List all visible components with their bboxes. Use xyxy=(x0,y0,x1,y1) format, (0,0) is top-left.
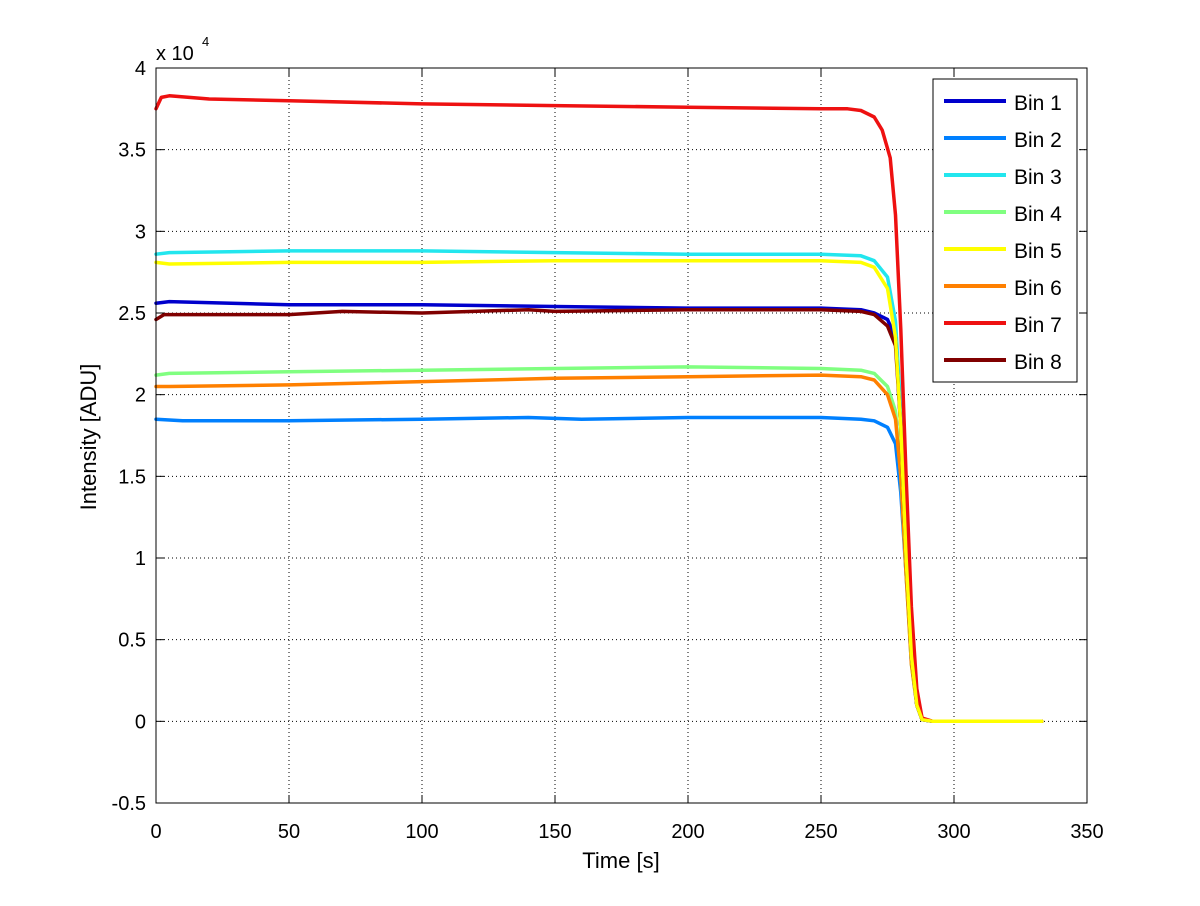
tick-labels: 0 50 100 150 200 250 300 350-0.500.511.522.533.… xyxy=(112,58,1104,843)
plot-area xyxy=(156,68,1087,803)
y-tick-label: 3 xyxy=(135,221,146,243)
legend-label-bin-6: Bin 6 xyxy=(1014,277,1062,300)
legend-box xyxy=(932,78,1078,383)
y-tick-label: 0.5 xyxy=(118,630,146,652)
x-tick-label: 200 xyxy=(671,821,704,843)
legend-label-bin-4: Bin 4 xyxy=(1014,203,1062,226)
x-tick-label: 150 xyxy=(538,821,571,843)
y-tick-label: -0.5 xyxy=(112,793,146,815)
legend: Bin 1 Bin 2 Bin 3 Bin 4 Bin 5 Bin 6 Bin 7 Bin 8 xyxy=(932,78,1078,383)
y-tick-label: 1 xyxy=(135,548,146,570)
series-line-bin-7 xyxy=(154,94,1044,724)
x-tick-label: 300 xyxy=(937,821,970,843)
legend-label-bin-8: Bin 8 xyxy=(1014,351,1062,374)
axes-box xyxy=(155,67,1088,804)
y-exponent: 4 xyxy=(202,34,209,49)
y-tick-label: 1.5 xyxy=(118,466,146,488)
x-tick-label: 350 xyxy=(1070,821,1103,843)
legend-label-bin-5: Bin 5 xyxy=(1014,240,1062,263)
legend-label-bin-2: Bin 2 xyxy=(1014,129,1062,152)
legend-label-bin-3: Bin 3 xyxy=(1014,166,1062,189)
y-tick-label: 2 xyxy=(135,385,146,407)
series-line-bin-5 xyxy=(154,258,1044,724)
legend-label-bin-1: Bin 1 xyxy=(1014,92,1062,115)
ticks xyxy=(155,67,1088,804)
x-tick-label: 100 xyxy=(405,821,438,843)
y-exponent-label: x 10 xyxy=(156,43,194,65)
y-tick-label: 0 xyxy=(135,711,146,733)
grid xyxy=(156,68,1087,803)
x-axis-label: Time [s] xyxy=(582,848,659,873)
legend-label-bin-7: Bin 7 xyxy=(1014,314,1062,337)
y-tick-label: 2.5 xyxy=(118,303,146,325)
y-tick-label: 3.5 xyxy=(118,140,146,162)
x-tick-label: 0 xyxy=(150,821,161,843)
x-tick-label: 250 xyxy=(804,821,837,843)
y-tick-label: 4 xyxy=(135,58,146,80)
x-tick-label: 50 xyxy=(278,821,300,843)
y-axis-label: Intensity [ADU] xyxy=(76,364,101,511)
series-layer xyxy=(154,94,1044,724)
